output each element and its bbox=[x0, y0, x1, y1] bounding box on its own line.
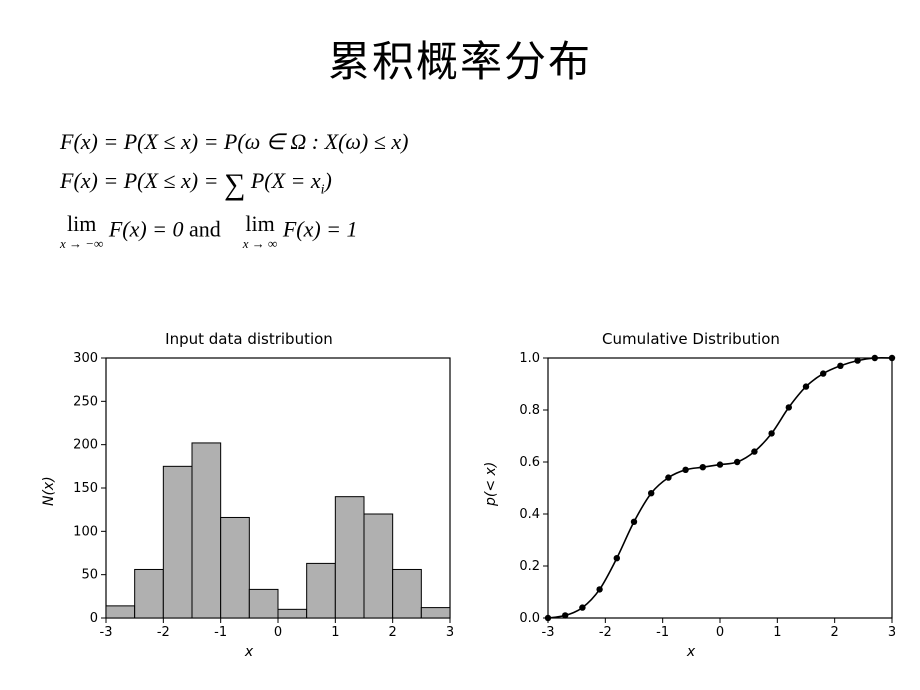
svg-text:0.8: 0.8 bbox=[519, 403, 540, 418]
svg-text:-3: -3 bbox=[542, 625, 555, 640]
histogram-svg: -3 -2 -1 0 1 2 3 0 50 100 150 200 250 300 bbox=[58, 352, 458, 642]
svg-text:0.2: 0.2 bbox=[519, 559, 540, 574]
lim-text-1: lim bbox=[67, 211, 96, 236]
svg-text:-1: -1 bbox=[656, 625, 669, 640]
charts-row: Input data distribution N(x) -3-2-101230… bbox=[40, 330, 900, 660]
cdf-ylabel: p(< x) bbox=[483, 488, 499, 506]
f1-a: F bbox=[60, 129, 73, 154]
cdf-title: Cumulative Distribution bbox=[602, 330, 780, 348]
limit-2: lim x → ∞ bbox=[243, 213, 278, 250]
f2-b: (x) = P(X ≤ x) = bbox=[73, 168, 223, 193]
svg-text:3: 3 bbox=[446, 625, 454, 640]
slide: 累积概率分布 F(x) = P(X ≤ x) = P(ω ∈ Ω : X(ω) … bbox=[0, 0, 920, 690]
lim-text-2: lim bbox=[245, 211, 274, 236]
svg-text:0: 0 bbox=[274, 625, 282, 640]
cdf-svg: -3 -2 -1 0 1 2 3 0.0 0.2 0.4 0.6 0.8 1.0 bbox=[500, 352, 900, 642]
svg-text:-2: -2 bbox=[599, 625, 612, 640]
f2-d: ) bbox=[325, 168, 332, 193]
svg-text:150: 150 bbox=[73, 481, 98, 496]
svg-text:1: 1 bbox=[773, 625, 781, 640]
f3-end: F(x) = 1 bbox=[283, 217, 358, 242]
svg-text:250: 250 bbox=[73, 394, 98, 409]
svg-text:1.0: 1.0 bbox=[519, 352, 540, 366]
svg-text:100: 100 bbox=[73, 524, 98, 539]
f3-mid: F(x) = 0 bbox=[109, 217, 189, 242]
cdf-chart: Cumulative Distribution p(< x) -3 -2 -1 0 1 2… bbox=[482, 330, 900, 660]
lim-sub-2: x → ∞ bbox=[243, 237, 278, 250]
svg-text:0.4: 0.4 bbox=[519, 507, 540, 522]
limit-1: lim x → −∞ bbox=[60, 213, 103, 250]
histogram-ylabel: N(x) bbox=[41, 488, 57, 506]
svg-text:200: 200 bbox=[73, 438, 98, 453]
formula-line-3: lim x → −∞ F(x) = 0 and lim x → ∞ F(x) =… bbox=[60, 213, 408, 250]
f1-b: (x) = P(X ≤ x) = P(ω ∈ Ω : X(ω) ≤ x) bbox=[73, 129, 408, 154]
svg-text:300: 300 bbox=[73, 352, 98, 366]
svg-text:0: 0 bbox=[90, 611, 98, 626]
svg-text:-2: -2 bbox=[157, 625, 170, 640]
lim-sub-1: x → −∞ bbox=[60, 237, 103, 250]
cdf-xlabel: x bbox=[687, 644, 695, 660]
svg-text:-1: -1 bbox=[214, 625, 227, 640]
histogram-title: Input data distribution bbox=[165, 330, 333, 348]
svg-text:0.6: 0.6 bbox=[519, 455, 540, 470]
svg-text:2: 2 bbox=[831, 625, 839, 640]
svg-text:2: 2 bbox=[389, 625, 397, 640]
svg-text:-3: -3 bbox=[100, 625, 113, 640]
svg-text:1: 1 bbox=[331, 625, 339, 640]
and-text: and bbox=[189, 217, 221, 242]
svg-text:50: 50 bbox=[81, 568, 98, 583]
svg-text:0: 0 bbox=[716, 625, 724, 640]
f2-a: F bbox=[60, 168, 73, 193]
summation-symbol: ∑ bbox=[224, 168, 245, 201]
f2-c: P(X = x bbox=[245, 168, 320, 193]
page-title: 累积概率分布 bbox=[0, 0, 920, 89]
svg-text:3: 3 bbox=[888, 625, 896, 640]
histogram-xlabel: x bbox=[245, 644, 253, 660]
svg-text:0.0: 0.0 bbox=[519, 611, 540, 626]
formula-line-1: F(x) = P(X ≤ x) = P(ω ∈ Ω : X(ω) ≤ x) bbox=[60, 128, 408, 156]
formula-line-2: F(x) = P(X ≤ x) = ∑ P(X = xi) bbox=[60, 166, 408, 204]
formula-block: F(x) = P(X ≤ x) = P(ω ∈ Ω : X(ω) ≤ x) F(… bbox=[60, 118, 408, 260]
histogram-chart: Input data distribution N(x) -3-2-101230… bbox=[40, 330, 458, 660]
